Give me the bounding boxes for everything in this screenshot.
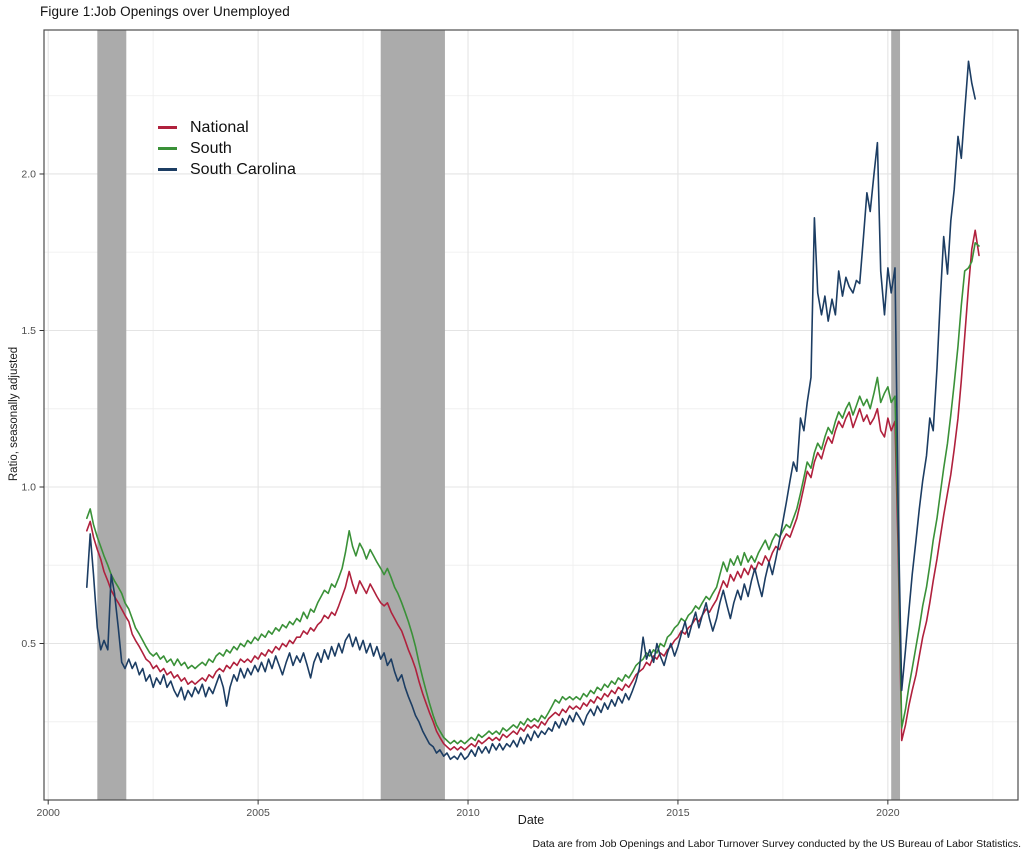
legend-item-national: National: [158, 117, 296, 138]
x-axis-tick-label: 2005: [246, 807, 270, 819]
legend-swatch-south: [158, 147, 177, 150]
legend-item-south-carolina: South Carolina: [158, 159, 296, 180]
y-axis-tick-label: 1.0: [21, 481, 36, 493]
legend-label-south: South: [190, 139, 232, 157]
x-axis-title: Date: [517, 813, 545, 827]
recession-band: [380, 30, 445, 800]
y-axis-title: Ratio, seasonally adjusted: [8, 346, 20, 482]
legend-swatch-national: [158, 126, 177, 129]
series-line-south-carolina: [86, 60, 977, 761]
legend-item-south: South: [158, 138, 296, 159]
x-axis-tick-label: 2010: [456, 807, 480, 819]
series-line-south: [86, 242, 980, 745]
legend-label-south-carolina: South Carolina: [190, 160, 296, 178]
y-axis-tick-label: 1.5: [21, 325, 36, 337]
legend-swatch-south-carolina: [158, 168, 177, 171]
plot-panel: [44, 30, 1018, 800]
y-axis-tick-label: 0.5: [21, 638, 36, 650]
panel-border: [43, 29, 1019, 801]
source-caption: Data are from Job Openings and Labor Tur…: [532, 838, 1021, 850]
recession-band: [97, 30, 127, 800]
x-axis-tick-label: 2020: [876, 807, 900, 819]
x-axis-tick-label: 2000: [37, 807, 61, 819]
legend: National South South Carolina: [158, 117, 296, 180]
figure-title: Figure 1:Job Openings over Unemployed: [40, 4, 290, 19]
x-axis-tick-label: 2015: [666, 807, 690, 819]
series-line-national: [86, 229, 980, 751]
legend-label-national: National: [190, 118, 249, 136]
y-axis-tick-label: 2.0: [21, 168, 36, 180]
